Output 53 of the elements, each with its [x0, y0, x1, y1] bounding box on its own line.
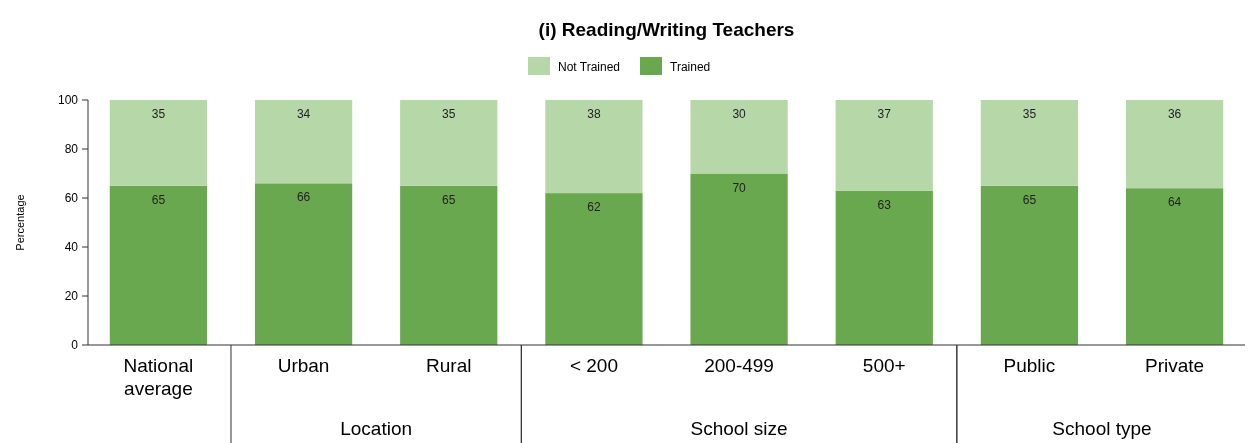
y-axis-title: Percentage [14, 194, 26, 251]
bar [1125, 100, 1224, 189]
text: School type [1052, 418, 1152, 439]
bar [835, 100, 933, 191]
legend-label: Not Trained [558, 60, 621, 74]
data-label: 34 [296, 107, 311, 121]
data-label: 66 [296, 190, 311, 205]
data-label: 35 [1022, 107, 1037, 121]
data-label: 62 [587, 200, 601, 215]
bar [1125, 188, 1224, 345]
data-label: 36 [1167, 107, 1182, 121]
data-label: 63 [877, 197, 892, 212]
bar [545, 193, 643, 345]
bar [980, 185, 1079, 345]
y-tick-label: 60 [64, 191, 79, 205]
y-tick-label: 100 [57, 93, 79, 107]
data-label: 65 [1022, 192, 1037, 207]
x-tick-label: 500+ [862, 355, 906, 376]
bar [690, 100, 788, 174]
text: Location [340, 418, 413, 439]
data-label: 35 [442, 107, 456, 121]
data-label: 65 [151, 192, 166, 207]
bar [400, 100, 498, 186]
x-tick-label: 200-499 [704, 355, 774, 376]
data-label: 37 [877, 107, 892, 121]
chart-title: (i) Reading/Writing Teachers [538, 19, 795, 40]
x-tick-label: Private [1145, 355, 1205, 376]
x-tick-label: Public [1003, 355, 1056, 376]
data-label: 70 [732, 180, 747, 195]
bar [690, 173, 788, 345]
x-tick-label: < 200 [569, 355, 618, 376]
legend-label: Trained [670, 60, 711, 74]
y-tick-label: 20 [64, 289, 79, 303]
bar [254, 100, 353, 184]
bar [400, 185, 498, 345]
x-tick-label: Urban [277, 355, 330, 376]
y-tick-label: 80 [64, 142, 79, 156]
bar [109, 185, 208, 345]
data-label: 65 [442, 192, 456, 207]
data-label: 30 [732, 107, 747, 121]
bar [254, 183, 353, 345]
bar [835, 190, 933, 345]
data-label: 35 [151, 107, 166, 121]
y-tick-label: 40 [64, 240, 79, 254]
x-tick-label: National average [123, 355, 194, 399]
data-label: 64 [1167, 195, 1182, 210]
text: School size [690, 418, 788, 439]
bar [980, 100, 1079, 186]
y-tick-label: 0 [71, 338, 79, 352]
data-label: 38 [587, 107, 601, 121]
bar [545, 100, 643, 194]
bar [109, 100, 208, 186]
x-tick-label: Rural [426, 355, 472, 376]
